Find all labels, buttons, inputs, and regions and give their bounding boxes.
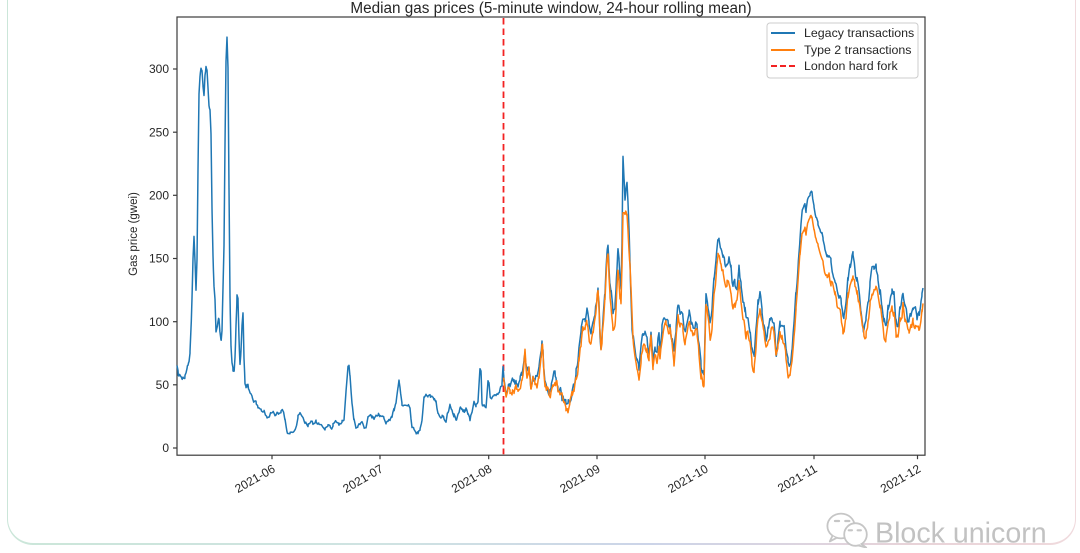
- svg-text:Median gas prices (5-minute wi: Median gas prices (5-minute window, 24-h…: [350, 0, 751, 17]
- svg-text:Legacy transactions: Legacy transactions: [804, 26, 914, 40]
- svg-text:2021-12: 2021-12: [878, 462, 923, 496]
- svg-text:100: 100: [149, 315, 169, 329]
- svg-text:2021-07: 2021-07: [340, 462, 385, 496]
- svg-text:150: 150: [149, 252, 169, 266]
- svg-text:2021-11: 2021-11: [775, 462, 820, 496]
- svg-text:0: 0: [162, 441, 169, 455]
- svg-text:2021-08: 2021-08: [449, 462, 494, 496]
- svg-text:2021-09: 2021-09: [557, 462, 602, 496]
- svg-text:200: 200: [149, 189, 169, 203]
- svg-text:50: 50: [156, 378, 170, 392]
- svg-text:2021-06: 2021-06: [232, 462, 277, 496]
- svg-text:London hard fork: London hard fork: [804, 59, 898, 73]
- svg-text:300: 300: [149, 62, 169, 76]
- svg-text:Block unicorn: Block unicorn: [875, 518, 1047, 549]
- svg-text:Type 2 transactions: Type 2 transactions: [804, 43, 911, 57]
- svg-text:Gas price (gwei): Gas price (gwei): [128, 192, 140, 276]
- svg-text:2021-10: 2021-10: [665, 462, 710, 496]
- svg-text:250: 250: [149, 125, 169, 139]
